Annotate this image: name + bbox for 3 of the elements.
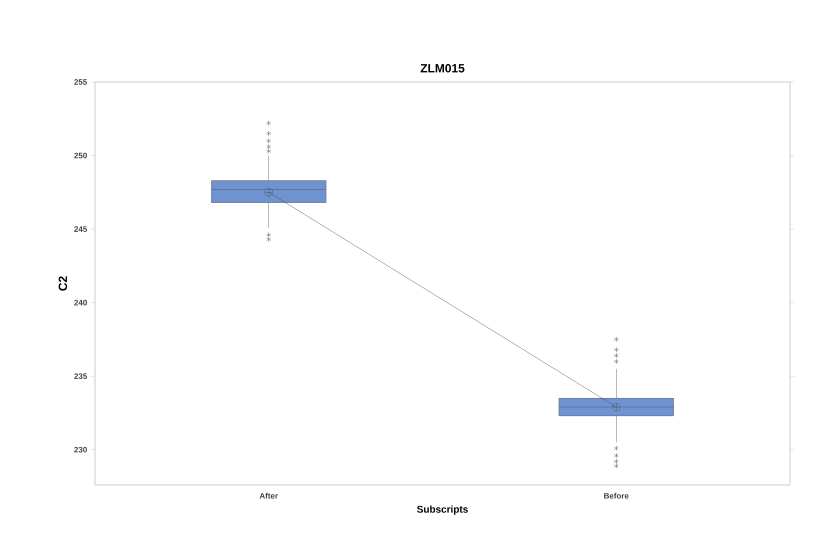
- y-axis-title: C2: [58, 276, 68, 291]
- chart-title: ZLM015: [420, 64, 464, 72]
- x-axis-title: Subscripts: [417, 505, 468, 515]
